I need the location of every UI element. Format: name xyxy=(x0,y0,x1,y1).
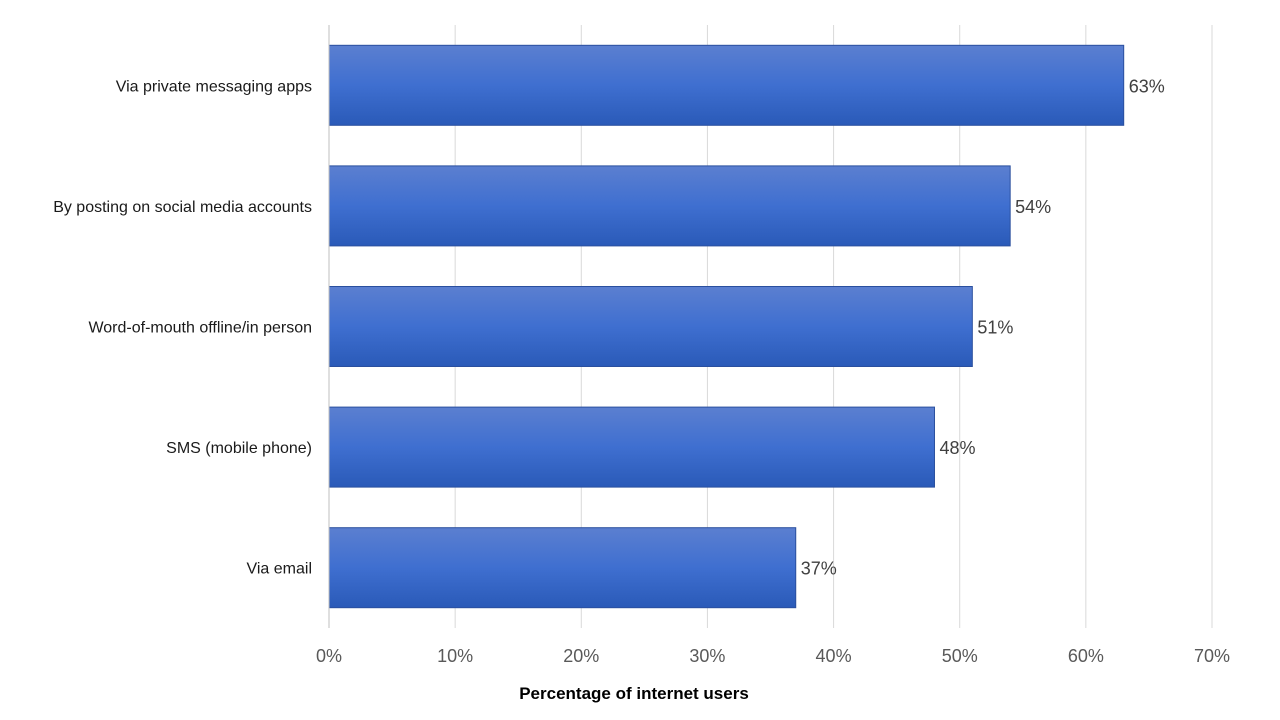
labels: 0% 10% 20% 30% 40% 50% 60% 70% Via private messa… xyxy=(53,76,1230,666)
x-tick-label: 50% xyxy=(942,646,978,666)
x-tick-label: 60% xyxy=(1068,646,1104,666)
bar xyxy=(328,286,973,367)
x-tick-label: 20% xyxy=(563,646,599,666)
bar xyxy=(328,165,1011,247)
category-label: Via private messaging apps xyxy=(116,78,312,95)
data-label: 51% xyxy=(977,318,1013,338)
x-tick-label: 0% xyxy=(316,646,342,666)
category-label: SMS (mobile phone) xyxy=(166,440,312,457)
x-tick-label: 30% xyxy=(689,646,725,666)
bar xyxy=(328,527,797,609)
data-label: 48% xyxy=(939,438,975,458)
data-label: 63% xyxy=(1129,76,1165,96)
category-label: Via email xyxy=(246,561,312,578)
category-label: Word-of-mouth offline/in person xyxy=(88,320,312,337)
data-label: 37% xyxy=(801,559,837,579)
x-tick-label: 10% xyxy=(437,646,473,666)
x-axis-title: Percentage of internet users xyxy=(519,684,749,703)
bars xyxy=(328,44,1125,609)
x-tick-label: 40% xyxy=(816,646,852,666)
bar xyxy=(328,406,935,488)
category-label: By posting on social media accounts xyxy=(53,199,312,216)
data-label: 54% xyxy=(1015,197,1051,217)
x-tick-label: 70% xyxy=(1194,646,1230,666)
bar xyxy=(328,44,1125,126)
